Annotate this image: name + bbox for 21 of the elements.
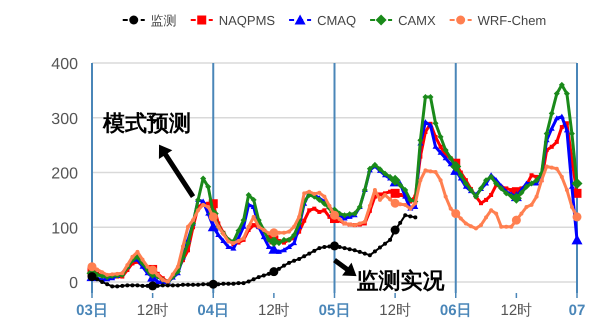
- x-tick-label: 03日: [76, 302, 108, 319]
- x-tick-label: 07: [568, 302, 586, 319]
- annotation: 模式预测: [102, 110, 192, 136]
- x-tick-label: 12时: [500, 302, 532, 319]
- y-tick-label: 400: [51, 56, 78, 73]
- x-tick-label: 05日: [318, 302, 350, 319]
- legend-label: 监测: [150, 13, 177, 28]
- legend-label: WRF-Chem: [478, 13, 546, 28]
- legend-label: CAMX: [398, 13, 436, 28]
- legend-label: CMAQ: [317, 13, 356, 28]
- legend-label: NAQPMS: [218, 13, 276, 28]
- y-tick-label: 300: [51, 110, 78, 128]
- y-tick-label: 0: [69, 275, 78, 292]
- y-tick-label: 100: [51, 220, 78, 238]
- x-tick-label: 06日: [440, 302, 472, 319]
- x-tick-label: 12时: [258, 302, 290, 319]
- x-tick-label: 12时: [136, 302, 168, 319]
- x-tick-label: 04日: [197, 302, 230, 319]
- annotation: 监测实况: [356, 268, 446, 294]
- y-tick-label: 200: [51, 166, 78, 183]
- x-tick-label: 12时: [379, 302, 411, 319]
